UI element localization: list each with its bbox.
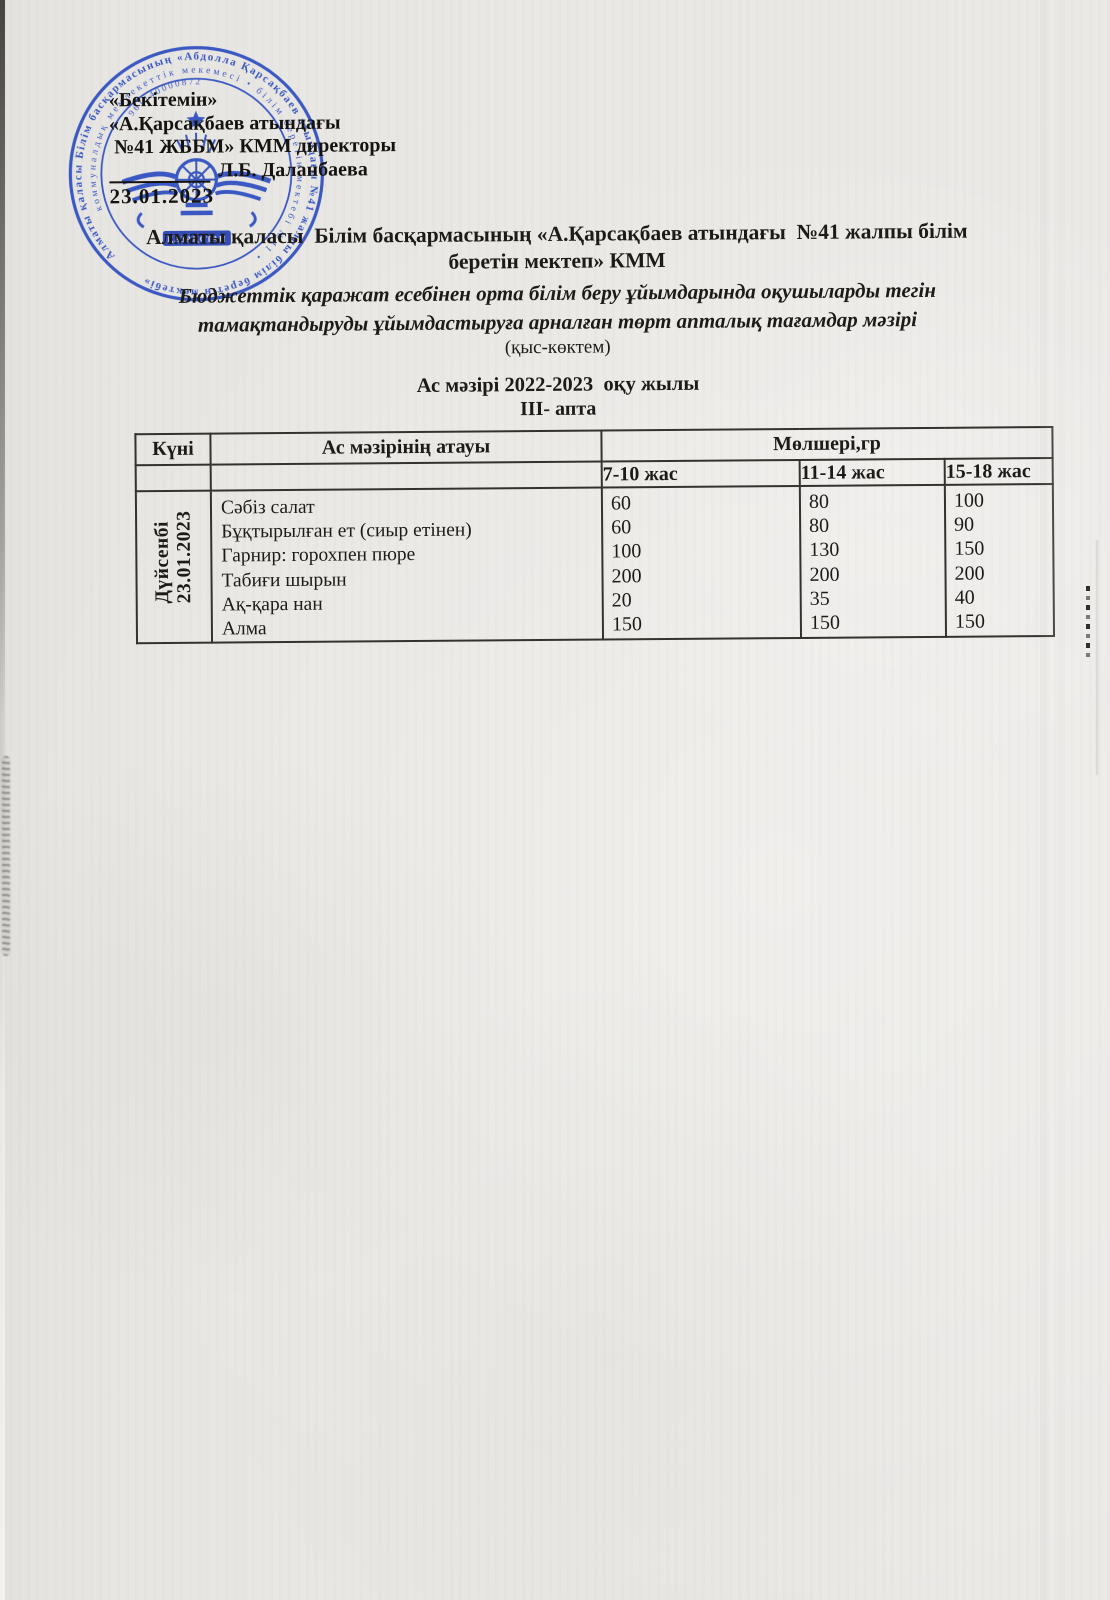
amount-value: 90 bbox=[954, 513, 975, 536]
day-name: Дүйсенбі bbox=[151, 521, 174, 604]
title-block: Алматы қаласы Білім басқармасының «А.Қар… bbox=[42, 217, 1074, 425]
amount-value: 40 bbox=[954, 586, 975, 609]
stamp-graphic: Алматы қаласы Білім басқармасының «Абдол… bbox=[68, 46, 324, 302]
menu-items-cell: Сәбіз салат Бұқтырылған ет (сиыр етінен)… bbox=[210, 487, 604, 643]
empty-cell bbox=[135, 464, 211, 492]
amounts-11-14-cell: 80 80 130 200 35 150 bbox=[799, 484, 947, 639]
table-row-monday: Дүйсенбі 23.01.2023 Сәбіз салат Бұқтырыл… bbox=[135, 483, 1055, 644]
amount-value: 60 bbox=[611, 516, 632, 539]
menu-item: Ақ-қара нан bbox=[221, 593, 323, 616]
scan-artifact-smudge bbox=[2, 756, 10, 956]
scan-artifact-left-edge bbox=[0, 0, 5, 1600]
approval-block: «Бекітемін» «А.Қарсақбаев атындағы №41 Ж… bbox=[109, 87, 397, 209]
amount-value: 200 bbox=[809, 563, 840, 586]
amount-value: 200 bbox=[954, 562, 985, 585]
day-cell: Дүйсенбі 23.01.2023 bbox=[135, 490, 213, 644]
menu-item: Алма bbox=[221, 618, 267, 640]
signature-row: Л.Б. Даланбаева bbox=[109, 158, 396, 184]
age-group-11-14: 11-14 жас bbox=[799, 458, 945, 486]
signature-line bbox=[109, 160, 211, 184]
scan-artifact-crease bbox=[1040, 0, 1062, 1600]
amounts-15-18-cell: 100 90 150 200 40 150 bbox=[944, 483, 1055, 638]
amount-value: 100 bbox=[611, 540, 642, 563]
empty-cell bbox=[210, 461, 602, 491]
column-header-dish-name: Ас мәзірінің атауы bbox=[210, 430, 602, 465]
approval-date: 23.01.2023 bbox=[109, 183, 215, 209]
scan-artifact-streak bbox=[1096, 540, 1098, 775]
official-stamp-seal: Алматы қаласы Білім басқармасының «Абдол… bbox=[62, 40, 330, 308]
stamp-banner-text: ҚАЗАҚСТАН bbox=[167, 234, 226, 243]
amount-value: 60 bbox=[610, 492, 632, 515]
column-header-amount: Мөлшері,гр bbox=[601, 426, 1053, 462]
day-label: Дүйсенбі 23.01.2023 bbox=[151, 510, 197, 604]
menu-item: Гарнир: горохпен пюре bbox=[221, 544, 416, 567]
kazakhstan-emblem-icon: ҚАЗАҚСТАН bbox=[121, 110, 272, 246]
amount-value: 150 bbox=[611, 613, 642, 636]
amount-value: 20 bbox=[611, 589, 632, 612]
scan-artifact-dashed-mark bbox=[1086, 586, 1090, 662]
approval-line-2: «А.Қарсақбаев атындағы bbox=[108, 111, 341, 135]
menu-table: Күні Ас мәзірінің атауы Мөлшері,гр 7-10 … bbox=[134, 426, 1055, 644]
menu-item: Бұқтырылған ет (сиыр етінен) bbox=[221, 519, 472, 543]
approval-line-3: №41 ЖББМ» КММ директоры bbox=[114, 134, 397, 159]
age-group-7-10: 7-10 жас bbox=[601, 459, 800, 488]
amount-value: 100 bbox=[953, 489, 985, 512]
amount-value: 150 bbox=[954, 610, 985, 633]
amount-value: 80 bbox=[808, 490, 830, 513]
amount-value: 150 bbox=[954, 537, 985, 561]
amount-value: 150 bbox=[809, 611, 840, 634]
age-group-15-18: 15-18 жас bbox=[944, 457, 1053, 485]
amount-value: 200 bbox=[611, 564, 642, 588]
signature-name: Л.Б. Даланбаева bbox=[218, 157, 368, 182]
amount-value: 35 bbox=[809, 587, 830, 610]
approval-line-1: «Бекітемін» bbox=[108, 88, 218, 112]
day-date: 23.01.2023 bbox=[173, 510, 196, 604]
amounts-7-10-cell: 60 60 100 200 20 150 bbox=[601, 485, 802, 640]
amount-value: 80 bbox=[809, 514, 830, 538]
menu-item: Сәбіз салат bbox=[220, 496, 315, 519]
menu-item: Табиғи шырын bbox=[221, 569, 347, 592]
amount-value: 130 bbox=[809, 539, 840, 562]
column-header-day: Күні bbox=[135, 433, 211, 466]
